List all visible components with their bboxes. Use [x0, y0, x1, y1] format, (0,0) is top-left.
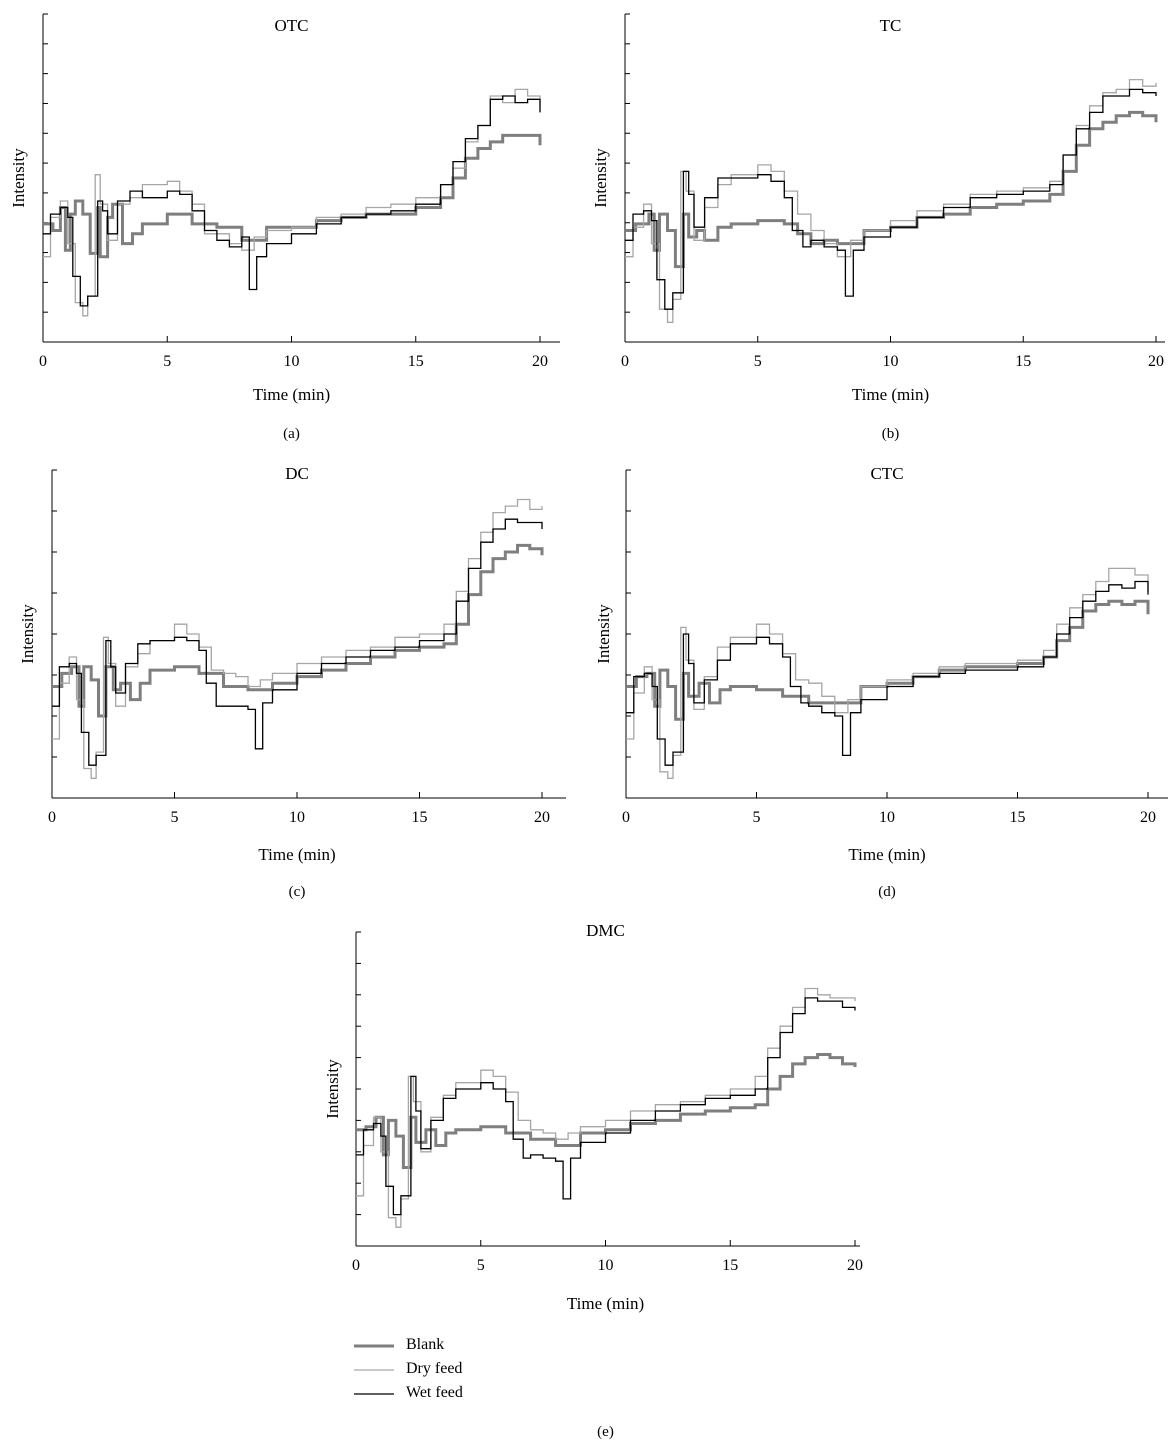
x-axis-label: Time (min) [852, 385, 929, 404]
x-tick-label: 20 [847, 1257, 863, 1274]
y-axis-label: Intensity [323, 1059, 342, 1119]
x-tick-label: 20 [534, 809, 550, 826]
x-tick-label: 15 [1015, 353, 1031, 370]
panel-letter: (b) [882, 426, 900, 442]
x-axis-label: Time (min) [258, 845, 335, 864]
x-tick-label: 20 [532, 353, 548, 370]
legend: Blank Dry feed Wet feed [354, 1334, 554, 1406]
panel-letter: (a) [283, 426, 300, 442]
series-line-wet-feed [625, 88, 1157, 310]
x-tick-label: 15 [1010, 809, 1026, 826]
x-tick-label: 20 [1140, 809, 1156, 826]
series-line-blank [43, 133, 542, 259]
x-tick-label: 5 [163, 353, 171, 370]
legend-label-dry-feed: Dry feed [406, 1360, 463, 1377]
x-tick-label: 0 [622, 809, 630, 826]
x-tick-label: 5 [754, 353, 762, 370]
x-axis-label: Time (min) [567, 1294, 644, 1313]
series-line-blank [356, 1053, 857, 1169]
x-axis-label: Time (min) [253, 385, 330, 404]
panel-otc: 0 5 10 15 20 OTC Time (min) Intensity (a) [9, 13, 560, 442]
panel-dmc: 0 5 10 15 20 DMC Time (min) Intensity (e) [323, 921, 863, 1440]
legend-item-dry-feed: Dry feed [354, 1358, 554, 1382]
panel-tc: 0 5 10 15 20 TC Time (min) Intensity (b) [591, 13, 1165, 442]
x-tick-label: 5 [171, 809, 179, 826]
panel-letter: (d) [878, 884, 896, 900]
series-line-wet-feed [52, 518, 543, 766]
x-tick-label: 10 [883, 353, 899, 370]
panel-letter: (e) [597, 1424, 614, 1440]
x-tick-label: 20 [1148, 353, 1164, 370]
x-tick-label: 0 [621, 353, 629, 370]
x-tick-label: 15 [412, 809, 428, 826]
series-line-wet-feed [43, 95, 541, 307]
panel-dc: 0 5 10 15 20 DC Time (min) Intensity (c) [18, 464, 566, 900]
panel-title: TC [880, 16, 902, 35]
legend-label-blank: Blank [406, 1336, 445, 1353]
y-axis-label: Intensity [9, 148, 28, 208]
series-line-blank [52, 543, 544, 718]
series-line-wet-feed [356, 997, 856, 1216]
panel-letter: (c) [289, 884, 306, 900]
panel-title: OTC [275, 16, 309, 35]
x-axis-label: Time (min) [848, 845, 925, 864]
legend-swatch-blank [354, 1344, 394, 1348]
legend-item-blank: Blank [354, 1334, 554, 1358]
panel-ctc: 0 5 10 15 20 CTC Time (min) Intensity (d) [594, 464, 1168, 900]
x-tick-label: 10 [289, 809, 305, 826]
legend-swatch-wet-feed [354, 1393, 394, 1395]
x-tick-label: 10 [598, 1257, 614, 1274]
legend-item-wet-feed: Wet feed [354, 1382, 554, 1406]
x-tick-label: 10 [284, 353, 300, 370]
x-tick-label: 0 [48, 809, 56, 826]
panel-title: DMC [586, 921, 625, 940]
legend-swatch-dry-feed [354, 1369, 394, 1371]
y-axis-label: Intensity [18, 604, 37, 664]
x-tick-label: 15 [722, 1257, 738, 1274]
x-tick-label: 10 [879, 809, 895, 826]
y-axis-label: Intensity [591, 148, 610, 208]
y-axis-label: Intensity [594, 604, 613, 664]
x-tick-label: 5 [753, 809, 761, 826]
series-line-dry-feed [356, 987, 856, 1228]
series-line-dry-feed [626, 567, 1149, 779]
series-line-wet-feed [626, 580, 1149, 766]
legend-label-wet-feed: Wet feed [406, 1384, 463, 1401]
series-line-dry-feed [52, 498, 543, 779]
x-tick-label: 15 [408, 353, 424, 370]
panel-title: CTC [870, 464, 903, 483]
x-tick-label: 5 [477, 1257, 485, 1274]
x-tick-label: 0 [39, 353, 47, 370]
panel-title: DC [285, 464, 309, 483]
x-tick-label: 0 [352, 1257, 360, 1274]
